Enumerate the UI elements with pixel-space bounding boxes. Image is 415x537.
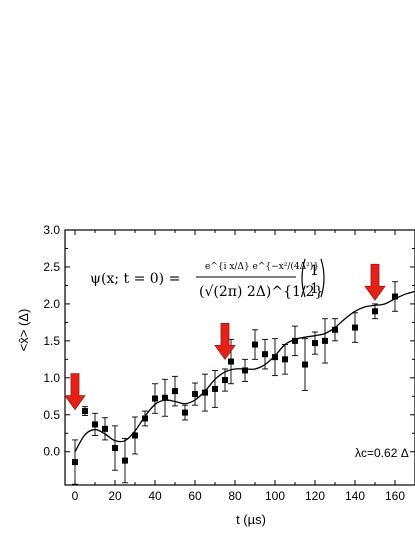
data-point	[302, 361, 308, 368]
y-tick-label: 0.0	[43, 445, 60, 459]
y-tick-label: 3.0	[43, 223, 60, 237]
data-point	[182, 409, 188, 416]
x-tick-label: 100	[265, 489, 285, 503]
formula-left-paren	[301, 258, 306, 298]
wavefunction-formula: ψ(x; t = 0) = e^{i x/Δ} e^{−x²/(4Δ²)} (√…	[90, 258, 325, 300]
x-tick-label: 60	[188, 489, 202, 503]
data-point	[142, 415, 148, 422]
red-arrow	[64, 373, 86, 411]
data-point	[192, 391, 198, 398]
red-arrow	[364, 263, 386, 301]
data-point	[102, 425, 108, 432]
data-point	[322, 337, 328, 344]
data-point	[202, 389, 208, 396]
data-point	[72, 459, 78, 466]
x-tick-label: 0	[72, 489, 79, 503]
data-point	[392, 293, 398, 300]
red-arrow	[214, 322, 236, 361]
x-tick-label: 20	[108, 489, 122, 503]
data-point	[292, 337, 298, 344]
x-tick-label: 40	[148, 489, 162, 503]
x-tick-label: 160	[385, 489, 405, 503]
y-tick-label: 0.5	[43, 408, 60, 422]
formula-vector-top: 1	[310, 263, 319, 279]
formula-numerator: e^{i x/Δ} e^{−x²/(4Δ²)}	[205, 261, 319, 272]
x-axis: 0 20 40 60 80 100 120 140 160	[72, 230, 405, 503]
data-point	[272, 354, 278, 361]
data-point	[332, 326, 338, 333]
data-point	[112, 445, 118, 452]
x-axis-label: t (µs)	[236, 512, 266, 527]
data-point	[352, 324, 358, 331]
data-point	[122, 457, 128, 464]
y-tick-label: 1.5	[43, 334, 60, 348]
formula-right-paren	[320, 258, 325, 298]
y-tick-label: 2.5	[43, 260, 60, 274]
lambda-annotation: λc=0.62 Δ	[355, 446, 409, 460]
data-point	[132, 432, 138, 439]
arrows-layer	[64, 263, 386, 411]
data-point	[152, 395, 158, 402]
data-point	[252, 341, 258, 348]
data-point	[92, 421, 98, 428]
data-point	[162, 394, 168, 401]
plot-frame	[64, 229, 415, 486]
data-point	[212, 385, 218, 392]
formula-lhs: ψ(x; t = 0) =	[90, 271, 180, 287]
data-point	[282, 356, 288, 363]
data-point	[228, 358, 234, 365]
data-point	[82, 408, 88, 415]
data-point	[312, 340, 318, 347]
y-tick-label: 2.0	[43, 297, 60, 311]
data-point	[372, 308, 378, 315]
x-tick-label: 80	[228, 489, 242, 503]
formula-denominator: (√(2π) 2Δ)^{1/2}	[199, 284, 323, 300]
y-axis-label: <x̂> (Δ)	[16, 309, 31, 352]
data-point	[262, 351, 268, 358]
y-tick-label: 1.0	[43, 371, 60, 385]
data-point	[172, 388, 178, 395]
data-point	[242, 367, 248, 374]
data-point	[222, 377, 228, 384]
plot-border	[64, 229, 415, 486]
x-tick-label: 140	[345, 489, 365, 503]
formula-vector-bottom: 1	[310, 281, 319, 297]
x-tick-label: 120	[305, 489, 325, 503]
data-points-layer	[72, 281, 398, 485]
